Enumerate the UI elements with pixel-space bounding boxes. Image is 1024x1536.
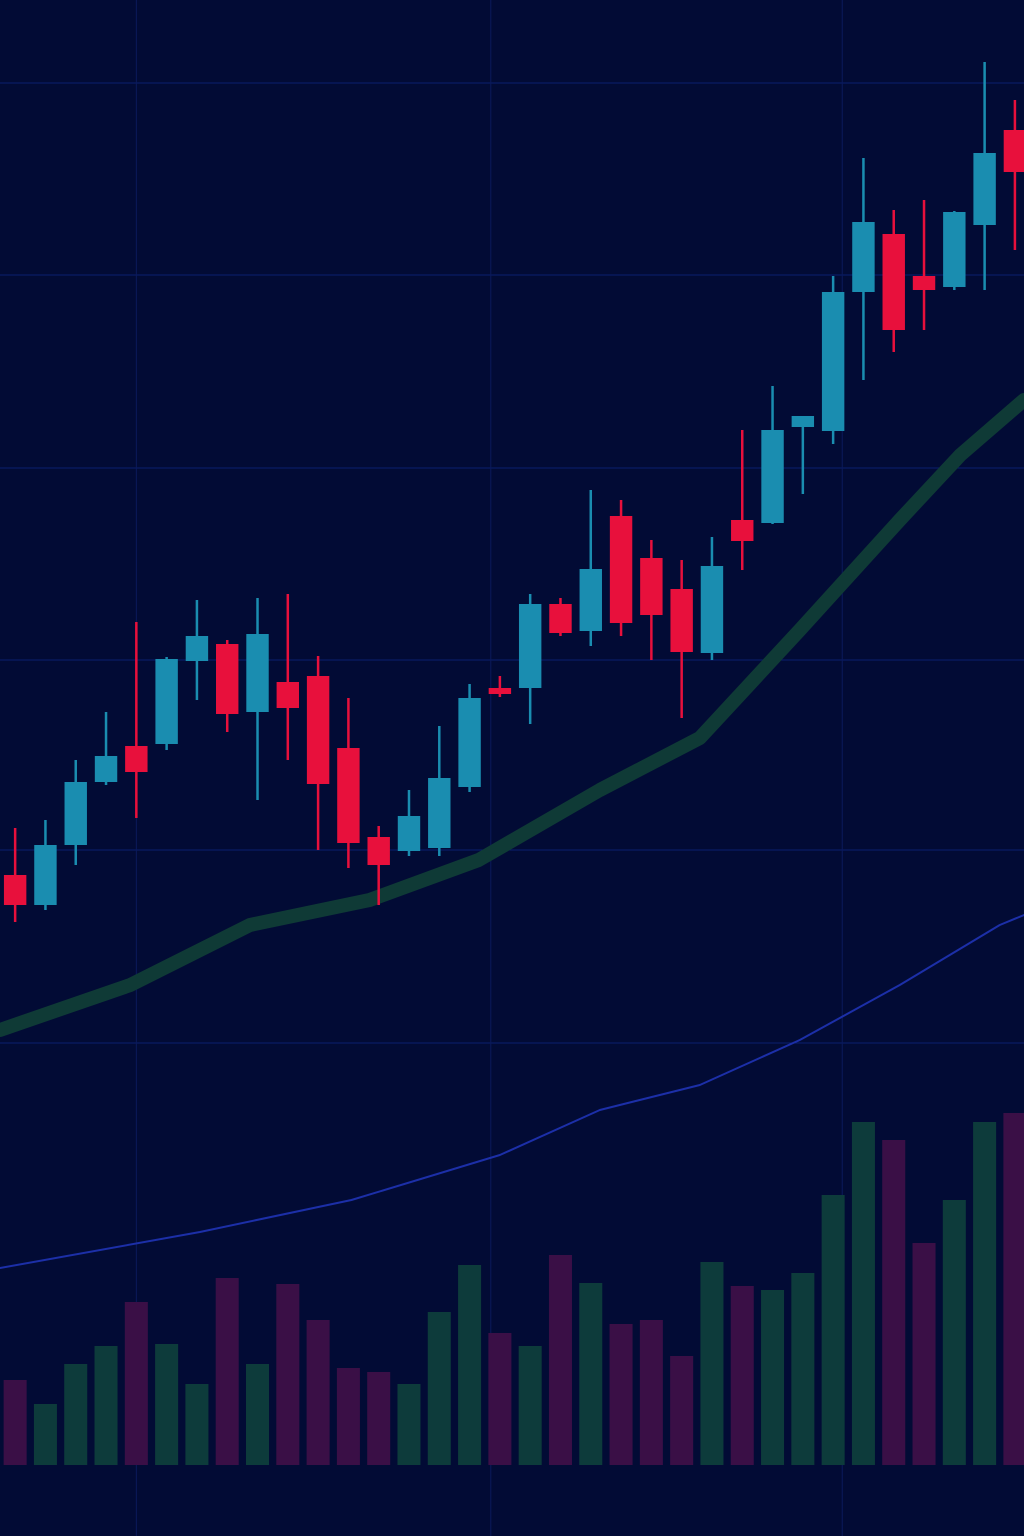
candle-body	[821, 292, 845, 431]
volume-bar	[458, 1265, 482, 1465]
volume-bar	[306, 1320, 330, 1465]
candle-body	[337, 748, 360, 843]
candle-body	[397, 816, 421, 851]
candle-body	[488, 688, 512, 694]
candle-body	[34, 845, 57, 905]
candle-body	[64, 782, 87, 845]
candle-body	[185, 636, 209, 661]
volume-bar	[670, 1356, 694, 1465]
volume-bar	[488, 1333, 512, 1465]
volume-bar	[155, 1344, 179, 1465]
volume-bar	[912, 1243, 936, 1465]
candle-body	[882, 234, 905, 330]
volume-bar	[821, 1195, 845, 1465]
candle-body	[276, 682, 300, 708]
candle-body	[125, 746, 148, 772]
candle-body	[216, 644, 239, 714]
moving-average	[0, 393, 1024, 1037]
volume-bar	[33, 1404, 57, 1465]
volume-bar	[427, 1312, 451, 1465]
volume-bar	[397, 1384, 421, 1465]
volume-bar	[246, 1364, 270, 1465]
candle-body	[246, 634, 269, 712]
volume-bar	[973, 1122, 997, 1465]
candle-body	[518, 604, 542, 688]
volume-bar	[639, 1320, 663, 1465]
candle-body	[731, 520, 754, 541]
candle-body	[3, 875, 27, 905]
volume-bar	[791, 1273, 815, 1465]
candle-body	[155, 659, 178, 744]
candle-body	[579, 569, 602, 631]
candle-body	[670, 589, 693, 652]
candle-body	[852, 222, 875, 292]
volume-bar	[882, 1140, 906, 1465]
volume-bar	[276, 1284, 300, 1465]
volume-bar	[609, 1324, 633, 1465]
candle-body	[458, 698, 481, 787]
volume-bar	[851, 1122, 875, 1465]
volume-bar	[1003, 1113, 1024, 1465]
volume-bar	[730, 1286, 754, 1465]
moving-average	[0, 914, 1024, 1269]
volume-bar	[124, 1302, 148, 1465]
candle-body	[791, 416, 815, 427]
volume-bar	[548, 1255, 572, 1465]
volume-bar	[3, 1380, 27, 1465]
candle-body	[428, 778, 451, 848]
candle-body	[367, 837, 390, 865]
volume-bar	[761, 1290, 785, 1465]
volume-bar	[579, 1283, 603, 1465]
volume-bar	[215, 1278, 239, 1465]
candle-body	[761, 430, 784, 523]
volume-bar	[367, 1372, 391, 1465]
candle-body	[640, 558, 663, 615]
volume-bar	[942, 1200, 966, 1465]
candle-body	[549, 604, 572, 633]
candle-body	[94, 756, 118, 782]
volume-bar	[185, 1384, 209, 1465]
candle-body	[1003, 130, 1024, 172]
candle-body	[700, 566, 724, 653]
volume-bar	[700, 1262, 724, 1465]
candle-body	[943, 212, 966, 287]
candle-body	[973, 153, 996, 225]
volume-bar	[94, 1346, 118, 1465]
candle-body	[609, 516, 633, 623]
volume-bar	[336, 1368, 360, 1465]
volume-bar	[64, 1364, 88, 1465]
candle-body	[912, 276, 936, 290]
candle-body	[306, 676, 330, 784]
volume-bar	[518, 1346, 542, 1465]
